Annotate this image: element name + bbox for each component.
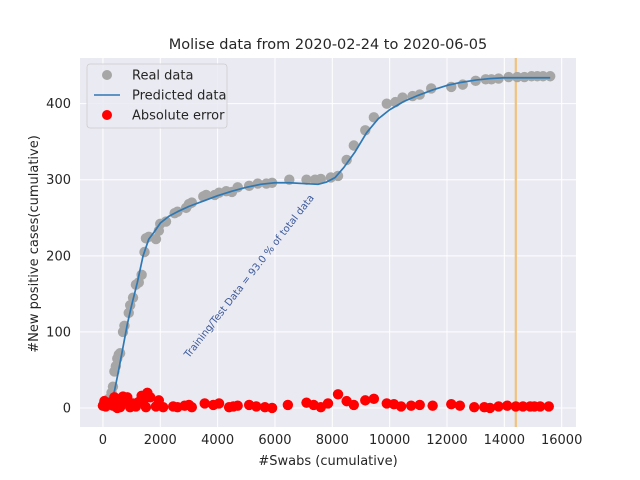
absolute-error-point (251, 401, 262, 412)
absolute-error-point (395, 401, 407, 412)
legend-marker-real-data (102, 70, 112, 80)
y-tick-label: 400 (46, 97, 71, 112)
legend-label-predicted-data: Predicted data (132, 89, 226, 104)
x-tick-label: 8000 (316, 433, 349, 448)
absolute-error-point (405, 400, 417, 411)
y-tick-label: 0 (63, 401, 71, 416)
real-data-point (200, 189, 212, 201)
absolute-error-point (199, 398, 210, 409)
real-data-point (332, 170, 344, 182)
y-tick-label: 300 (46, 173, 71, 188)
absolute-error-point (145, 392, 156, 403)
real-data-point (301, 174, 312, 185)
absolute-error-point (322, 398, 334, 409)
y-axis-label: #New positive cases(cumulative) (27, 135, 42, 353)
absolute-error-point (493, 401, 504, 412)
y-tick-label: 200 (46, 249, 71, 264)
real-data-point (114, 348, 126, 359)
y-tick-label: 100 (46, 325, 71, 340)
absolute-error-point (510, 401, 521, 412)
absolute-error-point (484, 402, 496, 414)
absolute-error-point (140, 402, 152, 413)
real-data-point (544, 71, 556, 82)
absolute-error-point (186, 402, 198, 413)
real-data-point (360, 125, 371, 136)
real-data-point (537, 71, 549, 82)
absolute-error-point (534, 401, 546, 412)
x-tick-label: 0 (99, 433, 107, 448)
absolute-error-point (446, 398, 457, 410)
real-data-point (368, 112, 380, 123)
x-tick-label: 10000 (369, 433, 410, 448)
absolute-error-point (213, 398, 225, 409)
absolute-error-point (282, 399, 294, 411)
absolute-error-point (454, 400, 466, 411)
x-tick-label: 6000 (258, 433, 291, 448)
absolute-error-point (368, 393, 380, 405)
real-data-point (381, 98, 392, 109)
real-data-point (160, 216, 172, 227)
predicted-data-series (102, 76, 551, 409)
absolute-error-point (517, 401, 529, 412)
legend-marker-absolute-error (102, 110, 112, 120)
x-tick-label: 2000 (144, 433, 177, 448)
absolute-error-point (232, 400, 243, 411)
absolute-error-point (348, 399, 360, 411)
absolute-error-point (109, 392, 120, 403)
real-data-point (315, 173, 327, 185)
absolute-error-point (427, 400, 438, 411)
x-tick-label: 12000 (426, 433, 467, 448)
x-tick-label: 14000 (484, 433, 525, 448)
absolute-error-point (414, 399, 425, 411)
legend-label-absolute-error: Absolute error (132, 109, 225, 124)
real-data-point (150, 233, 162, 245)
predicted-data-line (102, 76, 551, 409)
x-axis-label: #Swabs (cumulative) (258, 454, 397, 469)
absolute-error-point (501, 400, 513, 411)
x-tick-label: 4000 (201, 433, 234, 448)
absolute-error-point (360, 395, 371, 406)
absolute-error-point (469, 402, 480, 413)
x-tick-label: 16000 (541, 433, 582, 448)
legend-frame (86, 63, 228, 129)
chart-title: Molise data from 2020-02-24 to 2020-06-0… (169, 37, 487, 53)
real-data-point (243, 180, 255, 192)
x-axis-ticks: 0 2000 4000 6000 8000 10000 12000 14000 16000 (99, 433, 583, 448)
real-data-point (341, 154, 352, 166)
absolute-error-point (157, 402, 169, 413)
absolute-error-point (266, 402, 278, 414)
y-axis-ticks: 0 100 200 300 400 (46, 97, 71, 416)
absolute-error-point (543, 401, 554, 412)
legend: Real data Predicted data Absolute error (86, 63, 228, 129)
legend-label-real-data: Real data (132, 69, 193, 84)
absolute-error-series (97, 387, 554, 414)
absolute-error-point (332, 389, 344, 400)
